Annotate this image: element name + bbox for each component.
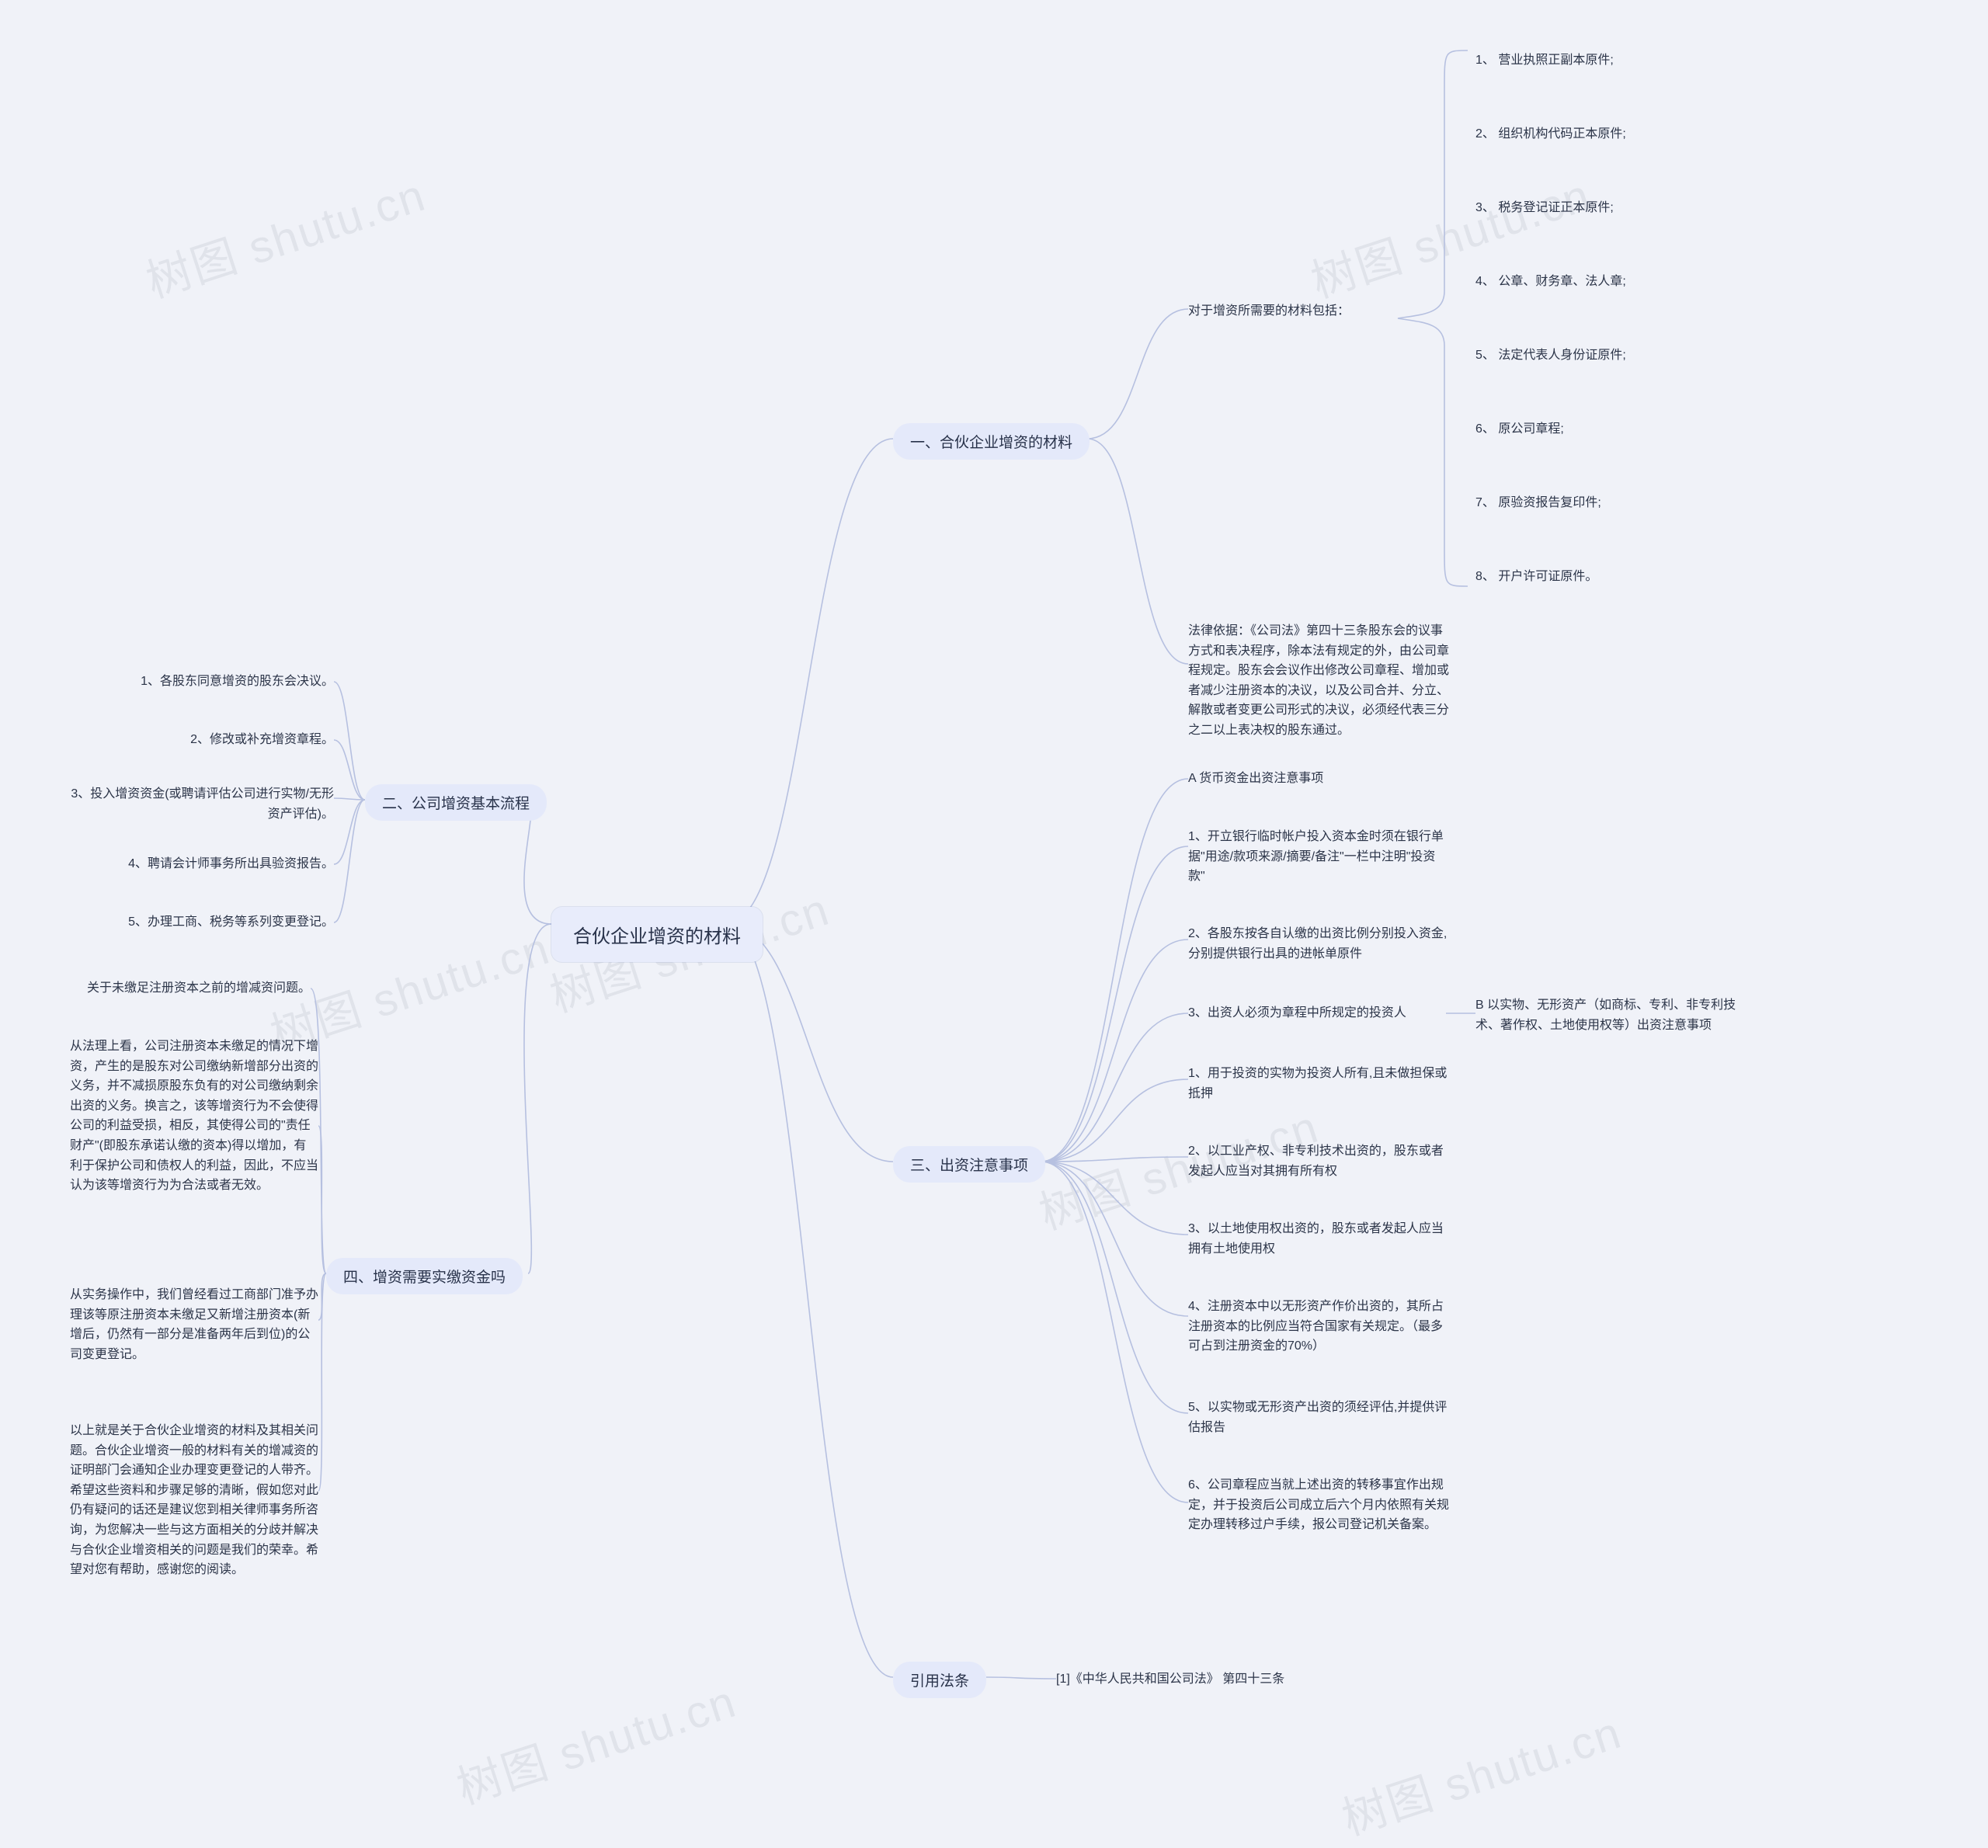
bracket-b1: [1390, 43, 1475, 594]
b3-b1: 1、用于投资的实物为投资人所有,且未做担保或抵押: [1188, 1064, 1452, 1103]
b4-i1: 关于未缴足注册资本之前的增减资问题。: [70, 978, 311, 999]
b1-law: 法律依据：《公司法》第四十三条股东会的议事方式和表决程序，除本法有规定的外，由公…: [1188, 621, 1452, 741]
b3-i1: 1、开立银行临时帐户投入资本金时须在银行单据"用途/款项来源/摘要/备注"一栏中…: [1188, 827, 1452, 887]
branch-materials: 一、合伙企业增资的材料: [893, 423, 1090, 460]
b1-item-1: 1、 营业执照正副本原件;: [1475, 50, 1614, 71]
b1-item-5: 5、 法定代表人身份证原件;: [1475, 346, 1626, 366]
b1-item-6: 6、 原公司章程;: [1475, 419, 1564, 439]
branch-process: 二、公司增资基本流程: [365, 784, 547, 821]
branch-invest-notes: 三、出资注意事项: [893, 1146, 1045, 1183]
b3-i2: 2、各股东按各自认缴的出资比例分别投入资金,分别提供银行出具的进帐单原件: [1188, 924, 1452, 964]
b1-item-4: 4、 公章、财务章、法人章;: [1475, 272, 1626, 292]
center-node: 合伙企业增资的材料: [551, 907, 763, 962]
b1-item-3: 3、 税务登记证正本原件;: [1475, 198, 1614, 218]
b1-item-2: 2、 组织机构代码正本原件;: [1475, 124, 1626, 144]
branch-paidup: 四、增资需要实缴资金吗: [326, 1258, 523, 1294]
b3-a: A 货币资金出资注意事项: [1188, 769, 1323, 789]
b1-header: 对于增资所需要的材料包括：: [1188, 301, 1350, 321]
b3-b6: 6、公司章程应当就上述出资的转移事宜作出规定，并于投资后公司成立后六个月内依照有…: [1188, 1475, 1452, 1535]
b2-item-2: 2、修改或补充增资章程。: [101, 730, 334, 750]
b3-b4: 4、注册资本中以无形资产作价出资的，其所占注册资本的比例应当符合国家有关规定。（…: [1188, 1297, 1452, 1356]
b4-i2: 从法理上看，公司注册资本未缴足的情况下增资，产生的是股东对公司缴纳新增部分出资的…: [70, 1037, 318, 1196]
b4-i3: 从实务操作中，我们曾经看过工商部门准予办理该等原注册资本未缴足又新增注册资本(新…: [70, 1285, 318, 1364]
b3-b5: 5、以实物或无形资产出资的须经评估,并提供评估报告: [1188, 1398, 1452, 1437]
b1-item-7: 7、 原验资报告复印件;: [1475, 493, 1601, 513]
b3-b-sub: B 以实物、无形资产（如商标、专利、非专利技术、著作权、土地使用权等）出资注意事…: [1475, 995, 1755, 1035]
watermark: 树图 shutu.cn: [447, 1665, 743, 1816]
watermark: 树图 shutu.cn: [137, 158, 433, 310]
b2-item-4: 4、聘请会计师事务所出具验资报告。: [101, 854, 334, 874]
b5-i1: [1]《中华人民共和国公司法》 第四十三条: [1056, 1669, 1284, 1690]
watermark: 树图 shutu.cn: [1333, 1696, 1628, 1847]
branch-laws: 引用法条: [893, 1662, 986, 1698]
b4-i4: 以上就是关于合伙企业增资的材料及其相关问题。合伙企业增资一般的材料有关的增减资的…: [70, 1421, 318, 1580]
b1-item-8: 8、 开户许可证原件。: [1475, 567, 1597, 587]
b2-item-5: 5、办理工商、税务等系列变更登记。: [101, 912, 334, 933]
b3-i3: 3、出资人必须为章程中所规定的投资人: [1188, 1003, 1406, 1023]
b3-b3: 3、以土地使用权出资的，股东或者发起人应当拥有土地使用权: [1188, 1219, 1452, 1259]
b3-b2: 2、以工业产权、非专利技术出资的，股东或者发起人应当对其拥有所有权: [1188, 1141, 1452, 1181]
b2-item-1: 1、各股东同意增资的股东会决议。: [101, 672, 334, 692]
b2-item-3: 3、投入增资资金(或聘请评估公司进行实物/无形资产评估)。: [70, 784, 334, 824]
